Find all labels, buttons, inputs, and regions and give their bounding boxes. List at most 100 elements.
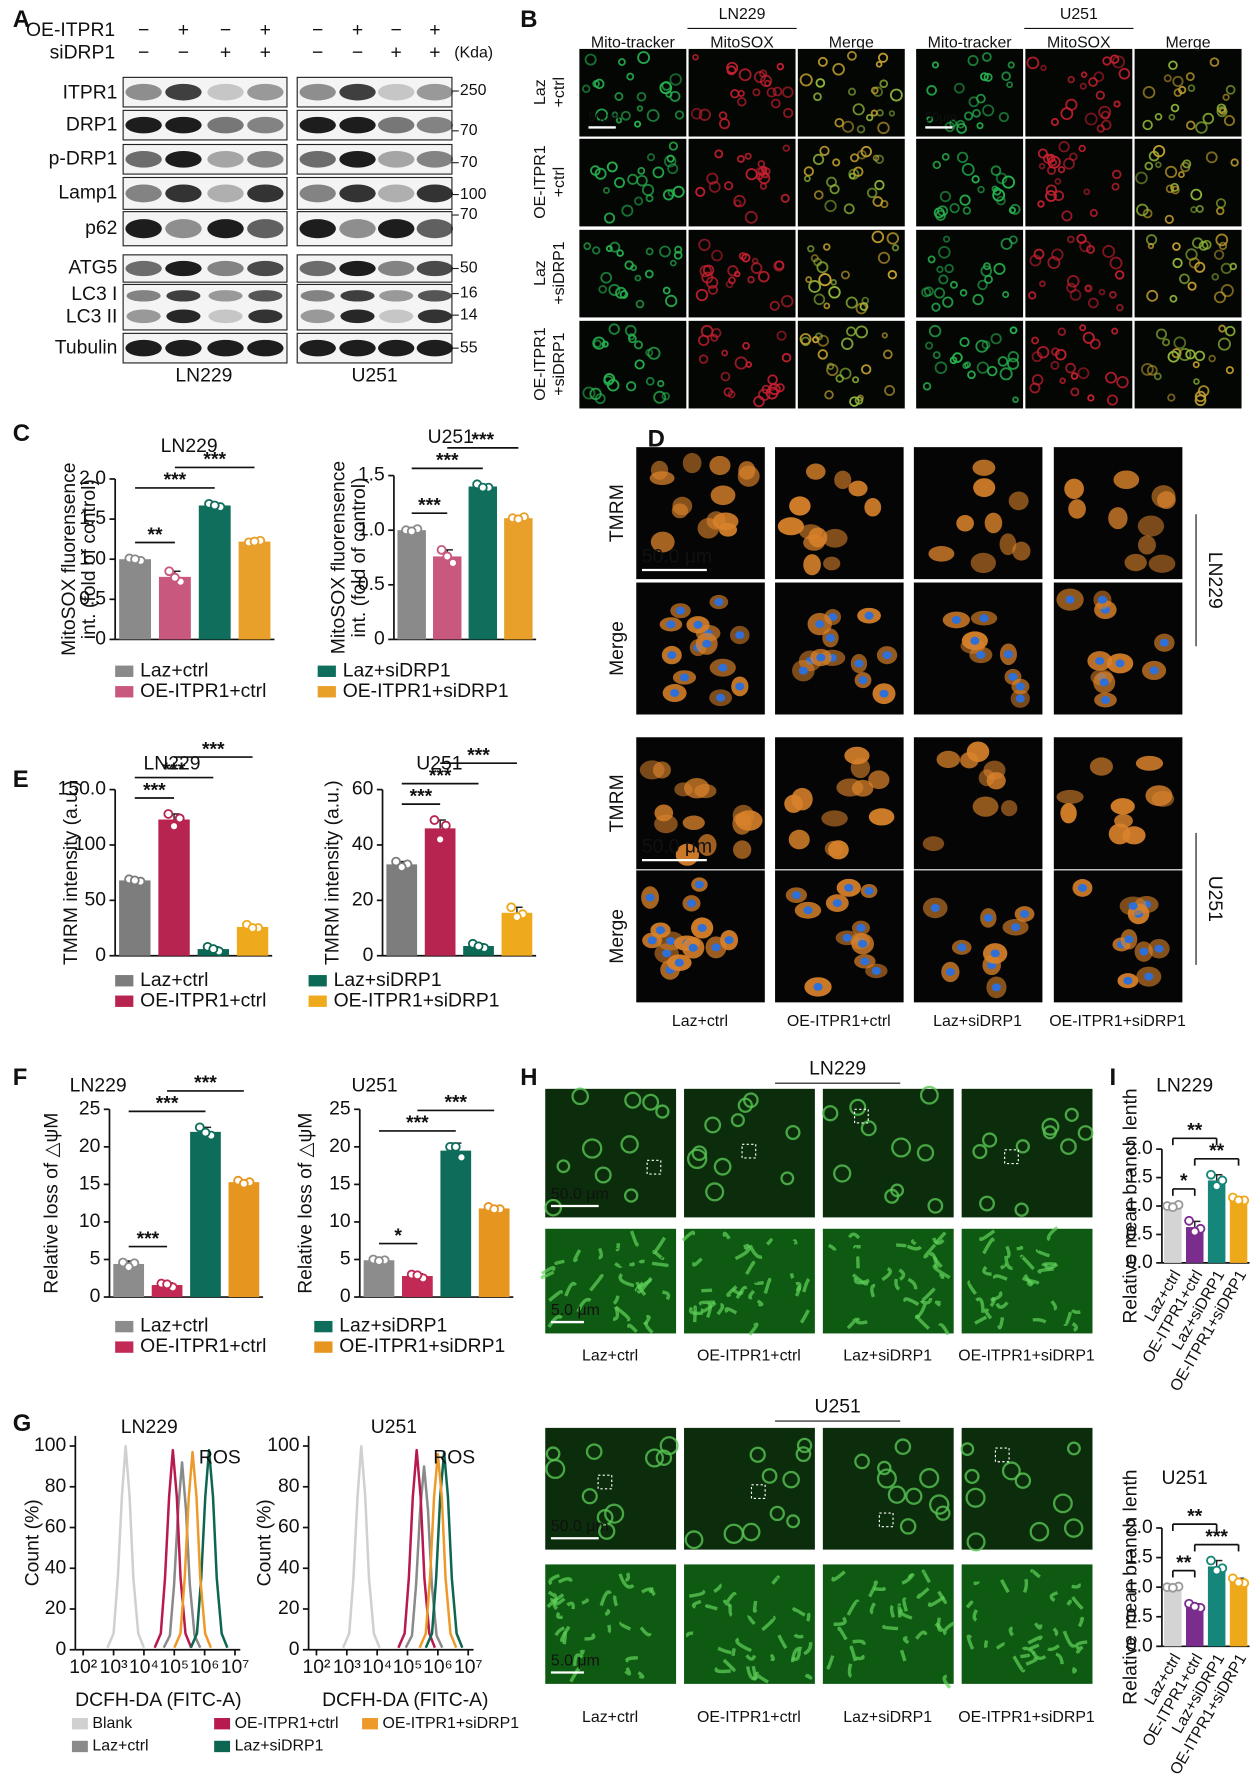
condition-sign: − [220, 19, 231, 41]
blot-band [248, 290, 283, 302]
mito-filament [1043, 1262, 1059, 1270]
cell [1211, 273, 1220, 281]
legend-swatch [214, 1718, 231, 1730]
cell [791, 787, 813, 811]
group-label: OE-ITPR1+ctrl [697, 1347, 801, 1364]
y-tick-label: 0 [289, 1638, 300, 1660]
cell [684, 1530, 704, 1550]
data-point [174, 813, 185, 824]
legend-swatch [115, 1320, 134, 1333]
cell [1014, 1472, 1032, 1489]
cell [1033, 248, 1045, 260]
cell [752, 88, 761, 97]
data-point [1217, 1175, 1228, 1186]
panel-letter: I [1110, 1064, 1117, 1091]
mito-filament [627, 1323, 638, 1333]
blot-band [377, 83, 415, 101]
cell-line-label: LN229 [175, 365, 232, 387]
blot-band [377, 260, 415, 277]
cell [594, 1166, 612, 1184]
x-tick-label: 10⁷ [454, 1656, 483, 1678]
mito-filament [1020, 1653, 1031, 1659]
nucleus [854, 659, 864, 668]
cell [977, 185, 985, 194]
cell [1144, 161, 1154, 171]
x-tick-label: 10⁶ [423, 1656, 452, 1678]
x-tick-label: 10³ [333, 1656, 361, 1678]
blot-band [207, 151, 244, 168]
bar [1164, 1587, 1182, 1647]
cell [710, 485, 736, 506]
cell [634, 274, 642, 282]
cell [769, 300, 780, 311]
cell [876, 1468, 897, 1489]
blot-band [248, 309, 283, 324]
cell [1186, 120, 1196, 131]
mito-filament [999, 1262, 1007, 1270]
cell [868, 808, 895, 826]
condition-sign: + [260, 19, 271, 41]
cell [875, 60, 883, 68]
cell [823, 556, 841, 571]
mito-filament [728, 1605, 733, 1617]
cell [761, 1468, 778, 1484]
mito-filament [1071, 1596, 1084, 1610]
cell [667, 163, 679, 175]
condition-sign: + [429, 19, 440, 41]
y-tick-label: 0 [90, 1285, 101, 1307]
blot-band [339, 260, 376, 277]
mito-filament [1075, 1645, 1084, 1654]
cell [1080, 71, 1088, 78]
cell [815, 78, 826, 88]
cell [972, 796, 999, 817]
nucleus [803, 906, 813, 915]
data-point [436, 544, 447, 555]
cell [1191, 237, 1204, 249]
cell [738, 68, 752, 82]
micrograph [822, 1088, 954, 1218]
cell [633, 340, 644, 350]
row-label: OE-ITPR1 [532, 145, 549, 219]
cell [747, 275, 755, 284]
blot-band [339, 83, 376, 101]
data-point [1167, 1202, 1178, 1213]
mito-filament [1005, 1245, 1011, 1259]
x-tick-label: 10² [302, 1656, 330, 1678]
bar [1229, 1581, 1248, 1647]
y-tick-label: 40 [278, 1556, 300, 1578]
significance-label: ** [147, 524, 163, 546]
cell [938, 274, 949, 285]
protein-label: p62 [85, 217, 117, 239]
cell [732, 812, 752, 835]
group-label: OE-ITPR1+siDRP1 [958, 1709, 1095, 1726]
significance-label: *** [203, 449, 226, 471]
cell [672, 185, 685, 198]
cell [1079, 82, 1087, 90]
cell [594, 393, 606, 405]
mito-filament [1021, 1646, 1036, 1655]
data-point [513, 514, 524, 525]
cell [870, 86, 879, 95]
mito-filament [756, 1299, 764, 1307]
legend-label: OE-ITPR1+siDRP1 [383, 1715, 520, 1732]
cell [877, 121, 890, 135]
blot-band [377, 184, 415, 203]
micrograph [684, 1228, 815, 1334]
cell [733, 840, 752, 859]
nucleus [688, 943, 698, 952]
significance-label: ** [1176, 1552, 1192, 1574]
mito-filament [625, 1656, 638, 1663]
cell [852, 103, 865, 116]
blot-band [340, 290, 375, 302]
nucleus [825, 633, 836, 642]
mito-filament [901, 1572, 915, 1585]
mito-filament [791, 1649, 801, 1661]
cell [1009, 326, 1018, 335]
cell [1001, 1461, 1021, 1481]
significance-label: *** [194, 1072, 217, 1094]
cell [845, 296, 858, 309]
cell [1113, 100, 1121, 108]
blot-band [165, 116, 202, 134]
y-tick-label: 100 [34, 1434, 66, 1456]
mito-filament [564, 1281, 577, 1297]
